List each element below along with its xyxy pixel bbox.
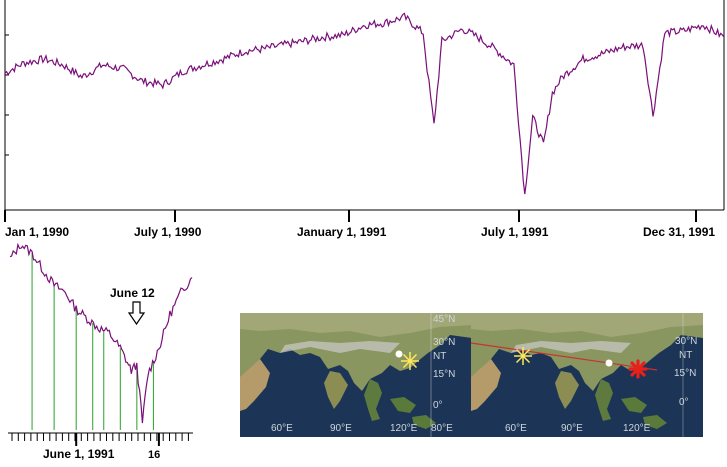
lat-label-15n: 15°N — [433, 369, 455, 380]
zoom-x-ticks — [11, 433, 189, 446]
star-icon — [628, 359, 648, 379]
june-12-annotation: June 12 — [110, 286, 155, 300]
june-12-arrow-icon — [127, 301, 146, 326]
lat-label-0: 0° — [679, 397, 689, 408]
zoom-series-path — [9, 242, 193, 424]
zoom-series-line — [9, 242, 193, 424]
lat-label-30n: 30°N — [675, 336, 697, 347]
zoom-line-chart: June 12 June 1, 1991 16 — [8, 242, 193, 461]
lat-label-45n: 45°N — [433, 314, 455, 325]
lon-label-80e: 80°E — [431, 423, 453, 434]
lat-label-nt: NT — [433, 351, 446, 362]
x-tick-label-jan-1991: January 1, 1991 — [297, 225, 387, 239]
x-tick-label-jul-1990: July 1, 1990 — [134, 225, 202, 239]
lon-label-120e: 120°E — [390, 423, 418, 434]
zoom-tick-label-16: 16 — [148, 449, 160, 461]
lon-label-90e: 90°E — [561, 423, 583, 434]
lat-label-nt: NT — [679, 350, 692, 361]
satellite-position-icon — [605, 359, 613, 367]
zoom-tick-label-june-1: June 1, 1991 — [43, 447, 115, 461]
lat-label-15n: 15°N — [674, 368, 696, 379]
main-series-line — [4, 12, 725, 195]
main-line-chart: Jan 1, 1990 July 1, 1990 January 1, 1991… — [4, 0, 725, 239]
satellite-map-left: 45°N 30°N NT 15°N 0° 60°E 90°E 120°E 80°… — [240, 313, 472, 437]
lon-label-90e: 90°E — [330, 423, 352, 434]
main-x-ticks — [4, 210, 697, 222]
satellite-map-right: 30°N NT 15°N 0° 60°E 90°E 120°E — [471, 313, 703, 437]
lon-label-60e: 60°E — [505, 423, 527, 434]
sun-track-line — [471, 342, 658, 371]
lon-label-60e: 60°E — [271, 423, 293, 434]
zoom-marker-lines — [31, 253, 154, 430]
sun-icon — [514, 347, 532, 365]
main-y-ticks — [5, 34, 9, 156]
x-tick-label-jul-1991: July 1, 1991 — [481, 225, 549, 239]
satellite-position-icon — [395, 350, 403, 358]
main-chart-frame — [4, 0, 725, 211]
lat-label-0: 0° — [433, 400, 443, 411]
sun-icon — [401, 352, 419, 370]
x-tick-label-dec-1991: Dec 31, 1991 — [643, 225, 715, 239]
x-tick-label-jan-1990: Jan 1, 1990 — [5, 225, 69, 239]
lat-label-30n: 30°N — [433, 337, 455, 348]
main-series-path — [4, 12, 725, 195]
lon-label-120e: 120°E — [623, 423, 651, 434]
